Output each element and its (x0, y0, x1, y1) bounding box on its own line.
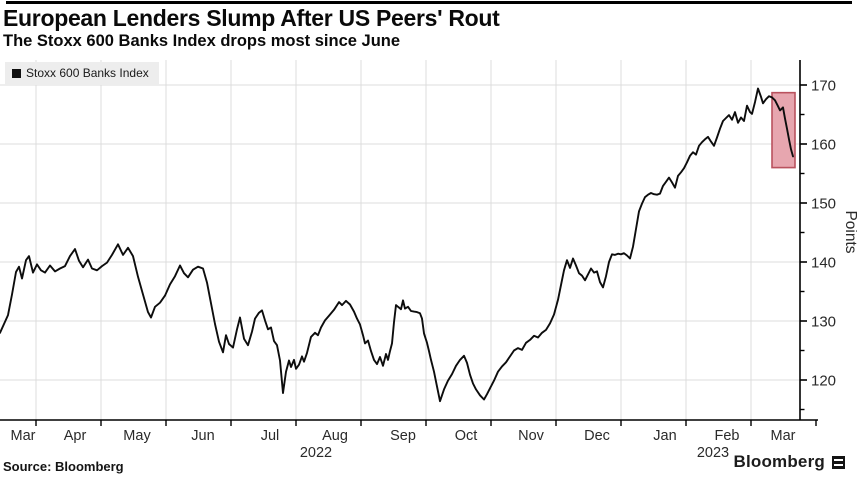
x-month-label: Jun (191, 428, 214, 444)
y-tick-label: 150 (811, 196, 836, 213)
y-tick-label: 140 (811, 255, 836, 272)
x-month-label: Feb (715, 428, 740, 444)
chart-legend: Stoxx 600 Banks Index (5, 62, 159, 85)
x-month-label: Mar (771, 428, 796, 444)
x-month-label: Apr (64, 428, 87, 444)
x-month-label: Aug (322, 428, 348, 444)
legend-label: Stoxx 600 Banks Index (26, 66, 149, 80)
bloomberg-logo-text: Bloomberg (733, 452, 825, 471)
x-year-label: 2023 (697, 445, 729, 461)
x-year-label: 2022 (300, 445, 332, 461)
source-credit: Source: Bloomberg (3, 459, 124, 474)
y-axis-title: Points (842, 210, 857, 253)
bloomberg-mark-icon (832, 455, 845, 469)
legend-square-icon (12, 68, 21, 78)
index-line (0, 87, 794, 403)
x-month-label: May (123, 428, 151, 444)
y-tick-label: 130 (811, 314, 836, 331)
page-title: European Lenders Slump After US Peers' R… (3, 5, 500, 31)
x-month-label: Mar (11, 428, 36, 444)
top-rule (6, 1, 852, 4)
chart-subtitle: The Stoxx 600 Banks Index drops most sin… (3, 32, 401, 50)
bloomberg-logo: Bloomberg (733, 452, 845, 472)
x-month-label: Oct (455, 428, 478, 444)
drop-highlight-box (771, 91, 796, 169)
y-tick-label: 160 (811, 137, 836, 154)
y-tick-label: 120 (811, 373, 836, 390)
x-month-label: Jul (261, 428, 280, 444)
x-month-label: Dec (584, 428, 610, 444)
x-month-label: Sep (390, 428, 416, 444)
x-month-label: Jan (653, 428, 676, 444)
x-month-label: Nov (518, 428, 545, 444)
y-tick-label: 170 (811, 78, 836, 95)
